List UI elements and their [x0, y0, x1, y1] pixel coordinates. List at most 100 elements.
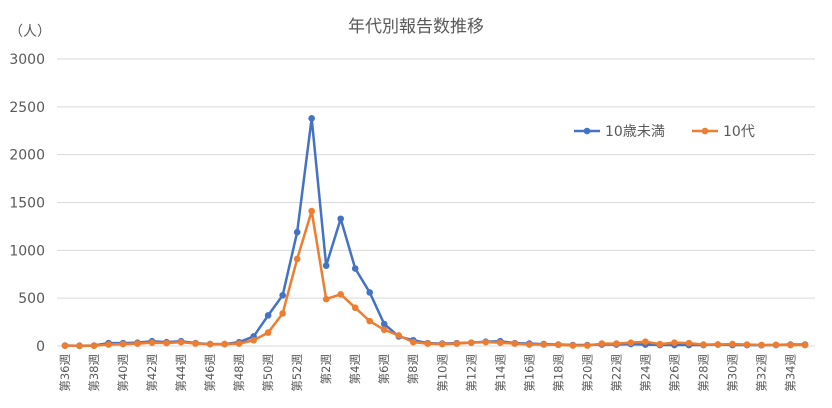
data-point [293, 228, 301, 236]
data-point [729, 340, 736, 348]
data-point [671, 339, 678, 346]
data-point [264, 329, 272, 336]
legend-item: 10歳未満 [574, 124, 665, 140]
data-point [366, 289, 374, 296]
data-point [206, 340, 214, 348]
y-tick-label: 2000 [9, 148, 45, 164]
data-point [221, 340, 228, 348]
data-point [467, 339, 475, 346]
data-point [61, 342, 69, 350]
data-point [366, 317, 374, 325]
data-point [395, 332, 403, 339]
data-point [90, 342, 98, 350]
series-line [64, 209, 805, 348]
data-point [351, 304, 359, 312]
data-point [337, 215, 344, 223]
data-point [743, 341, 751, 348]
y-axis-unit-label: （人） [9, 24, 51, 40]
data-point [496, 339, 504, 346]
data-point [453, 340, 461, 347]
legend-label: 10歳未満 [605, 124, 665, 140]
data-point [163, 339, 170, 347]
y-tick-label: 1000 [9, 243, 45, 259]
x-tick-label: 第32週 [754, 354, 768, 392]
data-point [235, 340, 243, 347]
x-tick-label: 第30週 [725, 354, 739, 392]
data-point [409, 338, 417, 346]
data-point [293, 255, 301, 263]
x-tick-label: 第50週 [261, 354, 275, 392]
x-tick-label: 第22週 [609, 354, 623, 392]
x-tick-label: 第40週 [116, 354, 130, 392]
chart-title: 年代別報告数推移 [348, 17, 484, 37]
data-point [555, 341, 562, 349]
data-point [598, 340, 606, 347]
x-tick-label: 第42週 [145, 354, 159, 392]
data-point [308, 115, 315, 122]
data-point [613, 340, 620, 347]
data-point [642, 338, 649, 345]
data-point [526, 341, 533, 348]
data-point [380, 320, 388, 328]
y-tick-label: 2500 [9, 100, 45, 116]
y-tick-label: 1500 [9, 196, 45, 212]
x-tick-label: 第2週 [319, 354, 333, 385]
data-point [351, 265, 359, 272]
x-tick-label: 第18週 [551, 354, 565, 392]
data-point [279, 310, 286, 317]
x-tick-label: 第6週 [377, 354, 391, 385]
data-point [250, 336, 257, 344]
data-point [308, 207, 315, 215]
gridlines [57, 58, 815, 347]
x-tick-label: 第8週 [406, 354, 420, 385]
x-tick-label: 第36週 [58, 354, 72, 392]
data-point [801, 341, 809, 349]
x-tick-label: 第20週 [580, 354, 594, 392]
data-point [540, 341, 548, 348]
x-tick-label: 第38週 [87, 354, 101, 392]
y-tick-label: 500 [18, 291, 45, 307]
legend-marker [701, 127, 709, 135]
data-point [656, 340, 664, 348]
series-2 [61, 207, 809, 350]
data-point [322, 295, 330, 303]
x-tick-label: 第16週 [522, 354, 536, 392]
data-point [322, 262, 330, 269]
series-1 [61, 115, 809, 350]
data-point [119, 340, 127, 348]
y-tick-label: 3000 [9, 52, 45, 68]
legend-item: 10代 [692, 124, 755, 140]
x-tick-label: 第4週 [348, 354, 362, 385]
data-point [148, 339, 156, 346]
data-point [627, 339, 635, 346]
data-point [758, 341, 765, 349]
data-point [482, 338, 490, 346]
x-tick-label: 第14週 [493, 354, 507, 392]
x-tick-label: 第26週 [667, 354, 681, 392]
data-point [76, 342, 83, 350]
series-layer [61, 115, 809, 350]
x-axis-ticks: 第36週 第38週 第40週 第42週 第44週 第46週 第48週 第50週 第52週 第2週 第… [58, 354, 797, 392]
y-axis-ticks: 0 500 1000 1500 2000 2500 3000 [9, 52, 45, 355]
data-point [134, 340, 141, 347]
data-point [279, 291, 286, 299]
data-point [192, 340, 199, 347]
data-point [105, 341, 112, 348]
x-tick-label: 第34週 [783, 354, 797, 392]
data-point [772, 341, 780, 349]
data-point [424, 340, 432, 347]
x-tick-label: 第46週 [203, 354, 217, 392]
data-point [787, 341, 794, 349]
data-point [685, 339, 693, 347]
x-tick-label: 第52週 [290, 354, 304, 392]
x-tick-label: 第12週 [464, 354, 478, 392]
data-point [700, 341, 707, 348]
data-point [584, 342, 591, 349]
x-tick-label: 第44週 [174, 354, 188, 392]
data-point [438, 340, 446, 348]
x-tick-label: 第10週 [435, 354, 449, 392]
data-point [380, 326, 388, 334]
legend-marker [583, 127, 591, 135]
x-tick-label: 第48週 [232, 354, 246, 392]
